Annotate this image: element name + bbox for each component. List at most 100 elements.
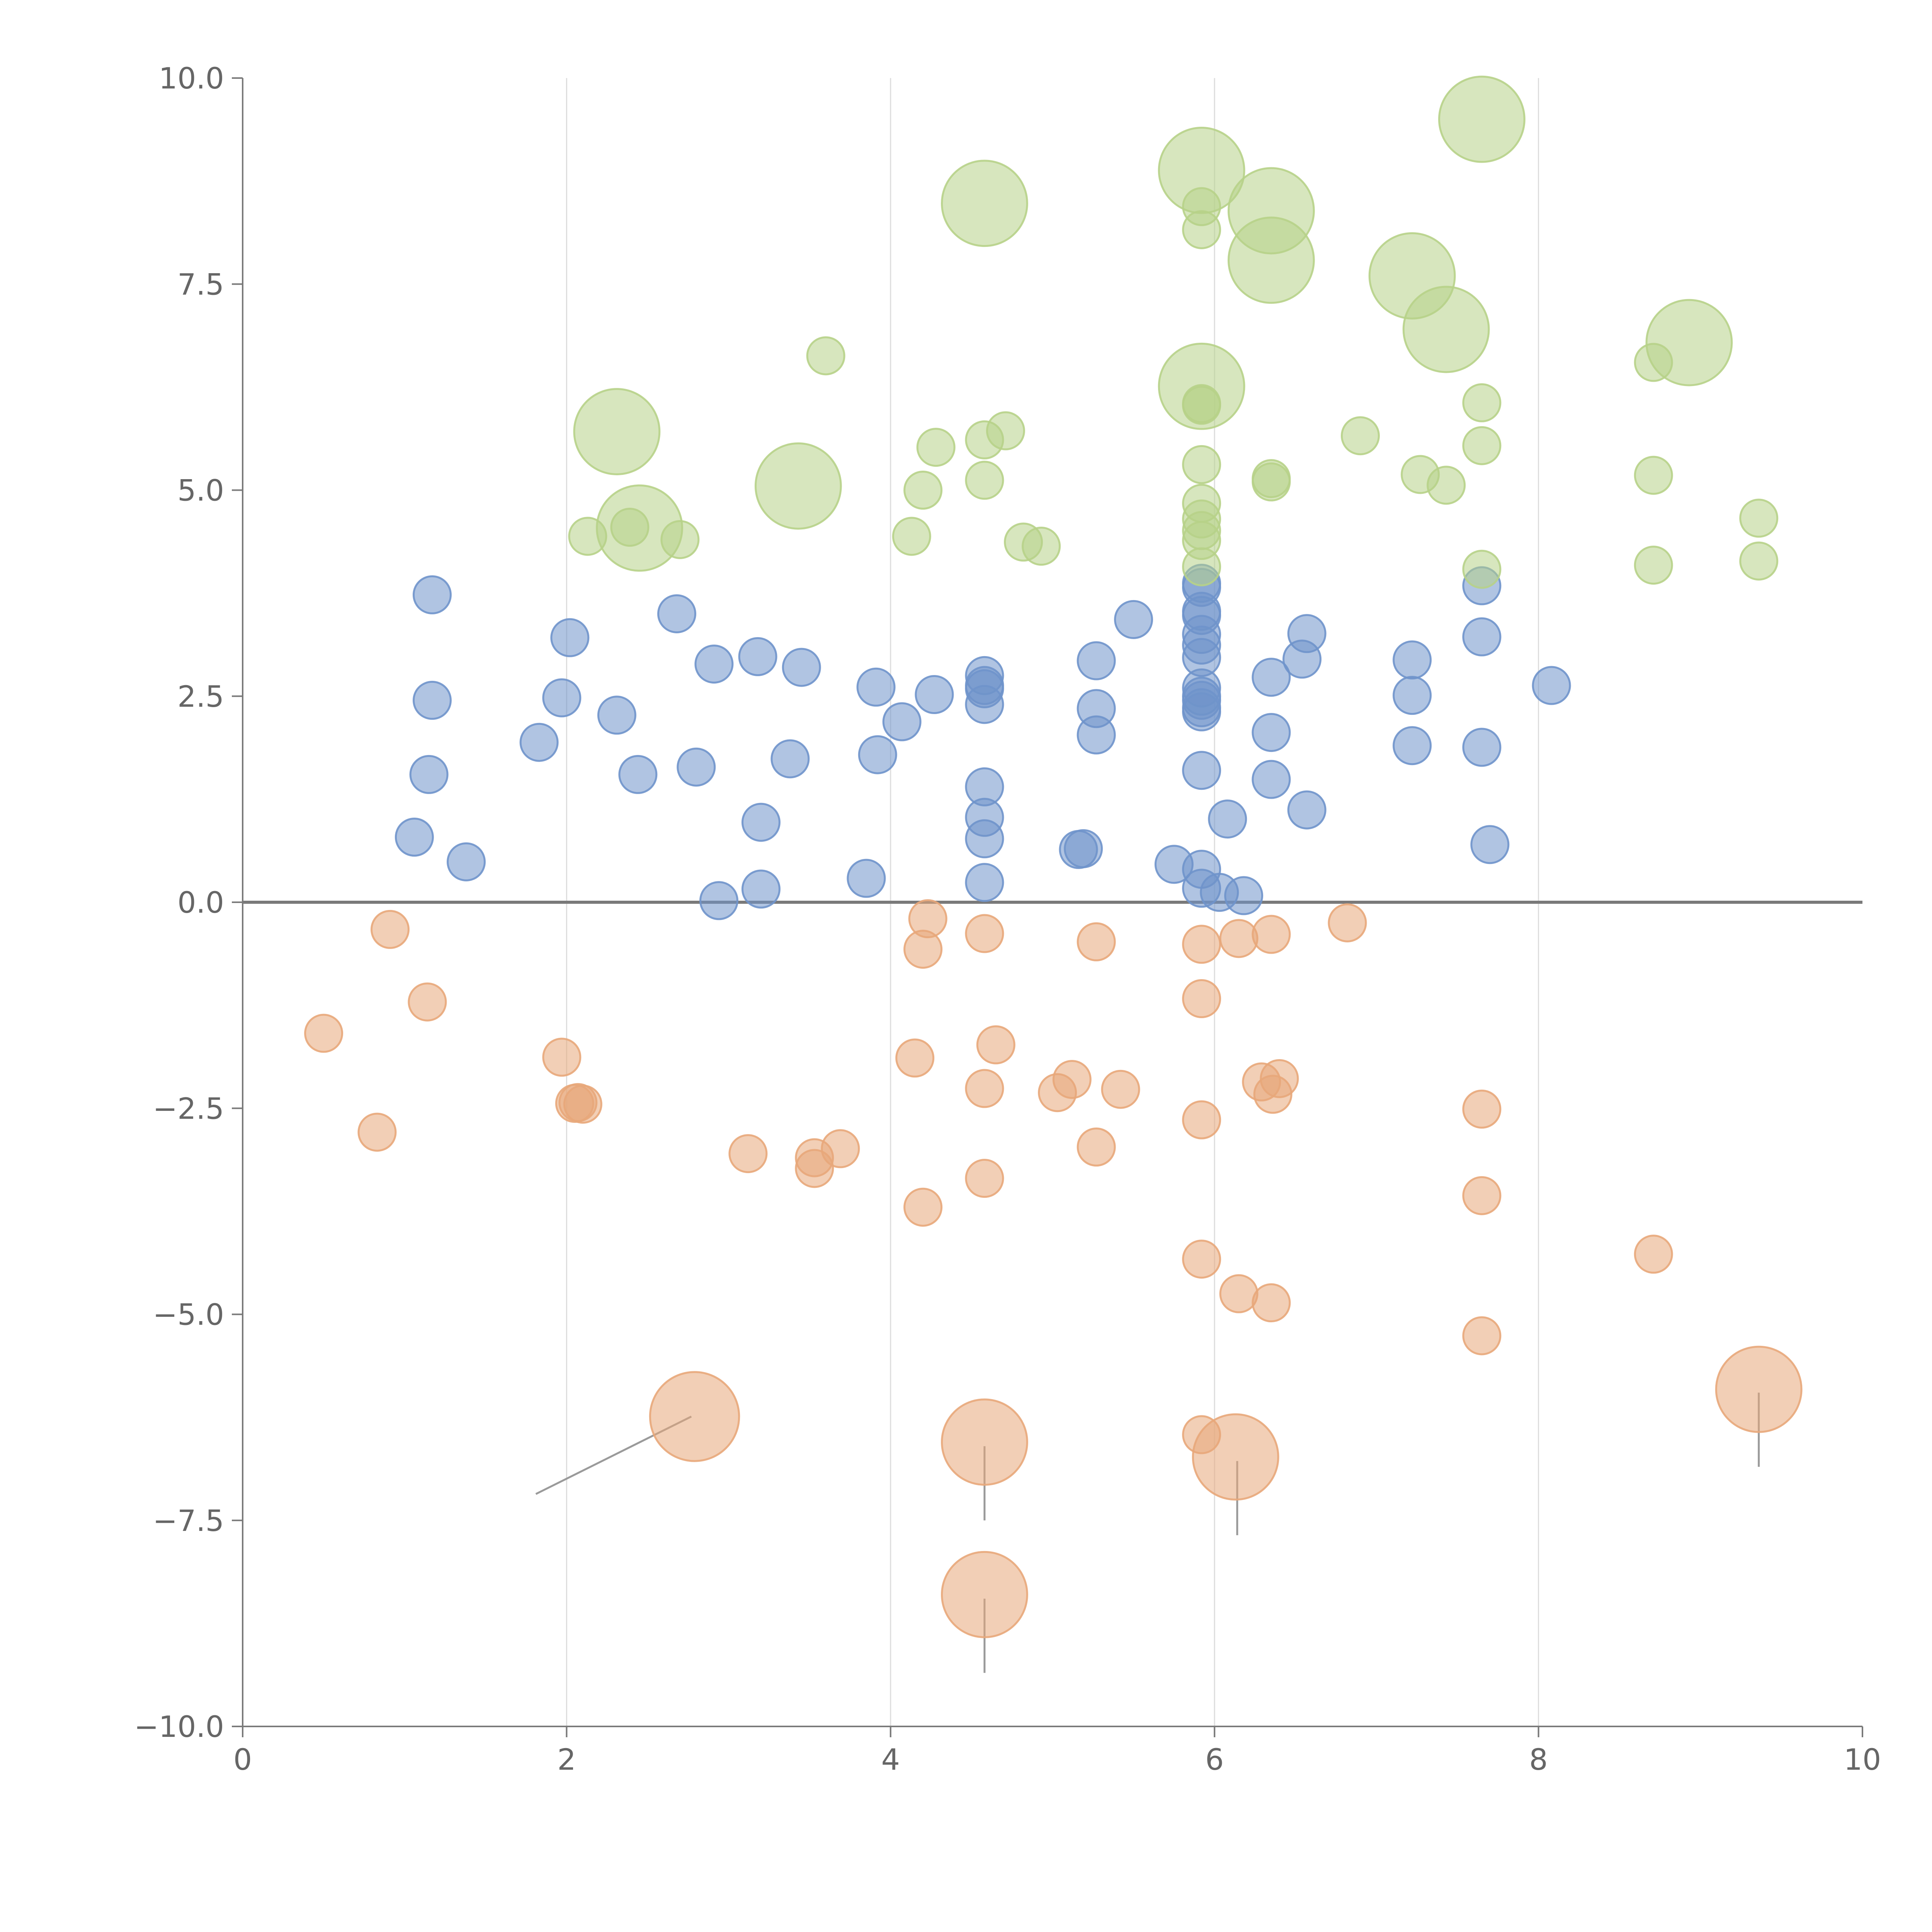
point-blue xyxy=(738,637,777,676)
point-orange xyxy=(1077,922,1116,961)
point-orange xyxy=(941,1398,1028,1486)
point-blue xyxy=(1462,617,1502,656)
point-green xyxy=(903,471,943,510)
point-blue xyxy=(412,575,452,614)
point-green xyxy=(1462,549,1502,589)
point-blue xyxy=(542,678,582,718)
point-orange xyxy=(903,1187,943,1227)
point-blue xyxy=(882,702,922,742)
point-orange xyxy=(408,982,447,1022)
point-blue xyxy=(395,817,434,857)
y-tick-label: 10.0 xyxy=(159,61,224,95)
point-orange xyxy=(1462,1089,1502,1129)
point-blue xyxy=(1252,713,1291,752)
y-tick-label: −2.5 xyxy=(153,1091,224,1126)
point-blue xyxy=(699,881,738,920)
point-blue xyxy=(770,739,810,779)
point-blue xyxy=(1077,641,1116,680)
point-orange xyxy=(821,1129,860,1168)
point-green xyxy=(1182,384,1221,423)
point-orange xyxy=(1715,1345,1803,1433)
point-blue xyxy=(694,645,734,684)
point-orange xyxy=(1182,979,1221,1019)
point-blue xyxy=(965,685,1004,724)
point-blue xyxy=(519,723,559,762)
point-green xyxy=(1340,416,1380,456)
point-blue xyxy=(1114,600,1153,639)
point-green xyxy=(1182,547,1221,587)
point-blue xyxy=(657,594,696,633)
point-orange xyxy=(965,1069,1004,1108)
point-green xyxy=(660,520,700,559)
point-orange xyxy=(1052,1060,1092,1099)
x-tick-label: 4 xyxy=(881,1742,900,1777)
point-green xyxy=(1182,210,1221,249)
x-tick-label: 0 xyxy=(233,1742,252,1777)
point-blue xyxy=(1064,829,1103,868)
point-orange xyxy=(649,1371,740,1462)
point-green xyxy=(1462,383,1502,422)
point-orange xyxy=(965,1159,1004,1198)
point-blue xyxy=(847,859,886,898)
point-blue xyxy=(409,755,449,794)
y-tick-label: −5.0 xyxy=(153,1298,224,1332)
point-green xyxy=(1645,299,1733,386)
point-blue xyxy=(1182,751,1221,790)
point-orange xyxy=(965,914,1004,953)
point-green xyxy=(1228,216,1315,304)
point-orange xyxy=(1182,925,1221,964)
point-blue xyxy=(597,696,636,735)
point-blue xyxy=(856,667,896,707)
point-green xyxy=(1438,75,1526,163)
point-orange xyxy=(941,1551,1028,1638)
point-orange xyxy=(1462,1176,1502,1215)
point-orange xyxy=(542,1037,582,1077)
point-blue xyxy=(858,735,897,774)
point-blue xyxy=(965,863,1004,902)
point-orange xyxy=(1260,1059,1299,1098)
y-tick-label: 2.5 xyxy=(177,679,224,714)
point-blue xyxy=(1393,676,1432,715)
point-green xyxy=(916,428,956,467)
point-green xyxy=(1739,498,1779,538)
point-blue xyxy=(1393,726,1432,765)
point-green xyxy=(941,160,1028,247)
point-orange xyxy=(304,1014,344,1053)
point-orange xyxy=(1219,1274,1259,1313)
point-blue xyxy=(1252,760,1291,799)
point-blue xyxy=(1287,614,1327,653)
x-tick-label: 10 xyxy=(1844,1742,1881,1777)
point-blue xyxy=(741,869,781,909)
point-blue xyxy=(1182,692,1221,731)
x-tick-label: 2 xyxy=(557,1742,576,1777)
tick-labels: 10.0 7.5 5.0 2.5 0.0 −2.5 −5.0 −7.5 −10.0 0 2 4 6 8 10 xyxy=(134,61,1881,1777)
y-tick-label: 0.0 xyxy=(177,885,224,920)
point-orange xyxy=(1192,1413,1279,1501)
point-orange xyxy=(908,899,947,939)
point-green xyxy=(1252,462,1291,502)
point-blue xyxy=(1462,728,1502,767)
point-orange xyxy=(728,1134,768,1173)
point-green xyxy=(573,388,661,475)
point-green xyxy=(965,461,1004,500)
point-blue xyxy=(965,819,1004,859)
point-orange xyxy=(1182,1100,1221,1139)
point-green xyxy=(1182,445,1221,484)
data-points xyxy=(304,75,1803,1638)
y-tick-label: −7.5 xyxy=(153,1503,224,1538)
point-green xyxy=(1634,546,1673,585)
point-green xyxy=(1462,426,1502,465)
point-blue xyxy=(1224,876,1264,915)
point-green xyxy=(1739,541,1779,581)
point-blue xyxy=(618,755,658,794)
point-blue xyxy=(1208,799,1247,839)
y-tick-label: 7.5 xyxy=(177,267,224,301)
point-orange xyxy=(795,1149,834,1188)
point-blue xyxy=(1077,715,1116,755)
point-blue xyxy=(550,618,590,657)
point-blue xyxy=(1470,825,1510,864)
point-orange xyxy=(1101,1070,1140,1109)
y-tick-label: 5.0 xyxy=(177,473,224,508)
